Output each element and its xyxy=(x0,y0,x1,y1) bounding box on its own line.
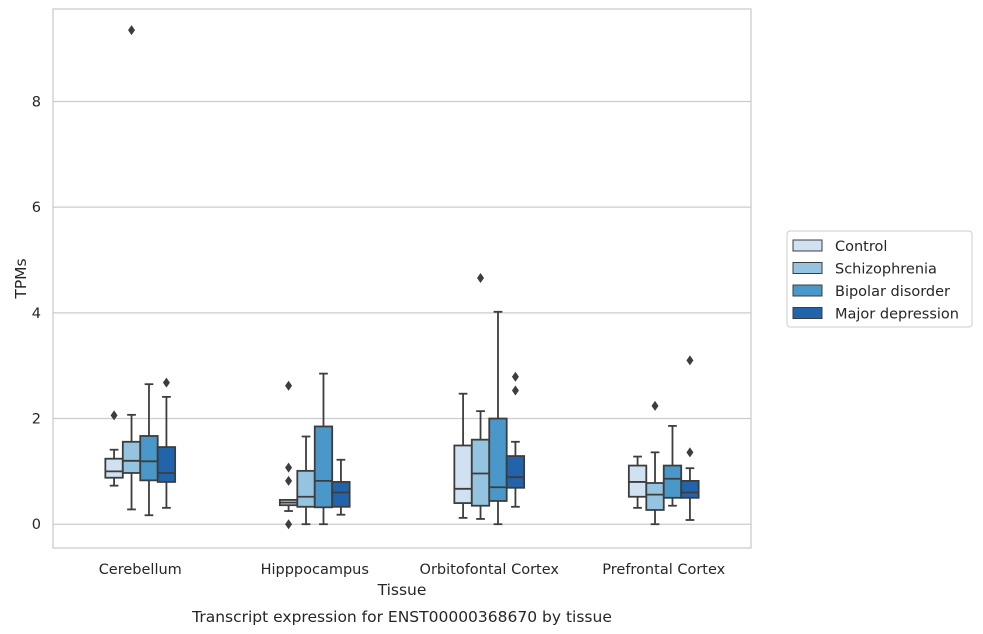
box-rect xyxy=(331,481,351,508)
box-rect xyxy=(313,425,334,509)
box-0-2 xyxy=(139,383,159,517)
box-groups xyxy=(104,25,700,530)
legend-swatch xyxy=(792,307,823,319)
box-2-2 xyxy=(488,310,508,526)
box-2-0 xyxy=(453,392,473,519)
box-3-0 xyxy=(627,455,648,509)
legend-swatch xyxy=(792,262,823,274)
box-3-2 xyxy=(662,425,683,507)
outlier-point xyxy=(285,462,293,473)
x-tick-label: Hipppocampus xyxy=(261,562,369,578)
legend-swatch xyxy=(792,239,823,252)
box-1-3 xyxy=(331,458,351,516)
outlier-point xyxy=(686,447,694,458)
y-tick-label: 0 xyxy=(32,517,41,533)
outlier-point xyxy=(128,25,136,36)
y-ticks: 0 2 4 6 8 xyxy=(32,94,41,533)
x-ticks: Cerebellum Hipppocampus Orbitofontal Corte… xyxy=(99,562,726,578)
box-0-1 xyxy=(121,25,142,511)
box-rect xyxy=(505,455,526,489)
box-0-3 xyxy=(156,377,177,509)
outlier-point xyxy=(511,371,519,382)
outlier-point xyxy=(477,272,485,283)
box-3-3 xyxy=(680,355,700,521)
plot-frame xyxy=(52,8,752,549)
legend-label: Schizophrenia xyxy=(835,262,937,278)
box-2-3 xyxy=(505,371,526,508)
box-1-2 xyxy=(313,372,334,526)
outlier-point xyxy=(285,519,293,530)
box-2-1 xyxy=(470,272,491,520)
box-rect xyxy=(139,435,159,482)
box-rect xyxy=(488,417,508,502)
x-tick-label: Prefrontal Cortex xyxy=(602,562,725,578)
y-tick-label: 8 xyxy=(32,94,41,110)
box-rect xyxy=(662,464,683,499)
box-1-1 xyxy=(296,435,316,526)
y-tick-label: 2 xyxy=(32,412,41,428)
box-1-0 xyxy=(278,380,299,530)
x-axis-label: Tissue xyxy=(377,581,427,599)
legend: Control Schizophrenia Bipolar disorder Majo… xyxy=(786,230,973,328)
outlier-point xyxy=(285,475,293,486)
legend-label: Bipolar disorder xyxy=(835,284,950,300)
legend-swatch xyxy=(792,284,823,297)
box-rect xyxy=(645,482,665,511)
x-tick-label: Orbitofontal Cortex xyxy=(420,562,560,578)
outlier-point xyxy=(162,377,170,388)
box-0-0 xyxy=(104,410,124,487)
y-axis-label: TPMs xyxy=(12,258,30,299)
box-3-1 xyxy=(645,400,665,526)
box-rect xyxy=(156,446,177,483)
box-rect xyxy=(453,444,473,504)
outlier-point xyxy=(511,385,519,396)
box-rect xyxy=(680,479,700,499)
x-tick-label: Cerebellum xyxy=(99,562,182,578)
box-rect xyxy=(296,469,316,508)
legend-label: Control xyxy=(835,239,887,255)
box-rect xyxy=(121,440,142,474)
y-tick-label: 6 xyxy=(32,200,41,216)
chart-caption: Transcript expression for ENST0000036867… xyxy=(191,608,612,626)
outlier-point xyxy=(285,380,293,391)
outlier-point xyxy=(651,400,659,411)
outlier-point xyxy=(110,410,118,421)
legend-frame xyxy=(786,230,973,328)
legend-label: Major depression xyxy=(835,307,959,323)
grid-lines xyxy=(53,100,751,525)
outlier-point xyxy=(686,355,694,366)
y-tick-label: 4 xyxy=(32,306,41,322)
box-rect xyxy=(104,457,124,479)
